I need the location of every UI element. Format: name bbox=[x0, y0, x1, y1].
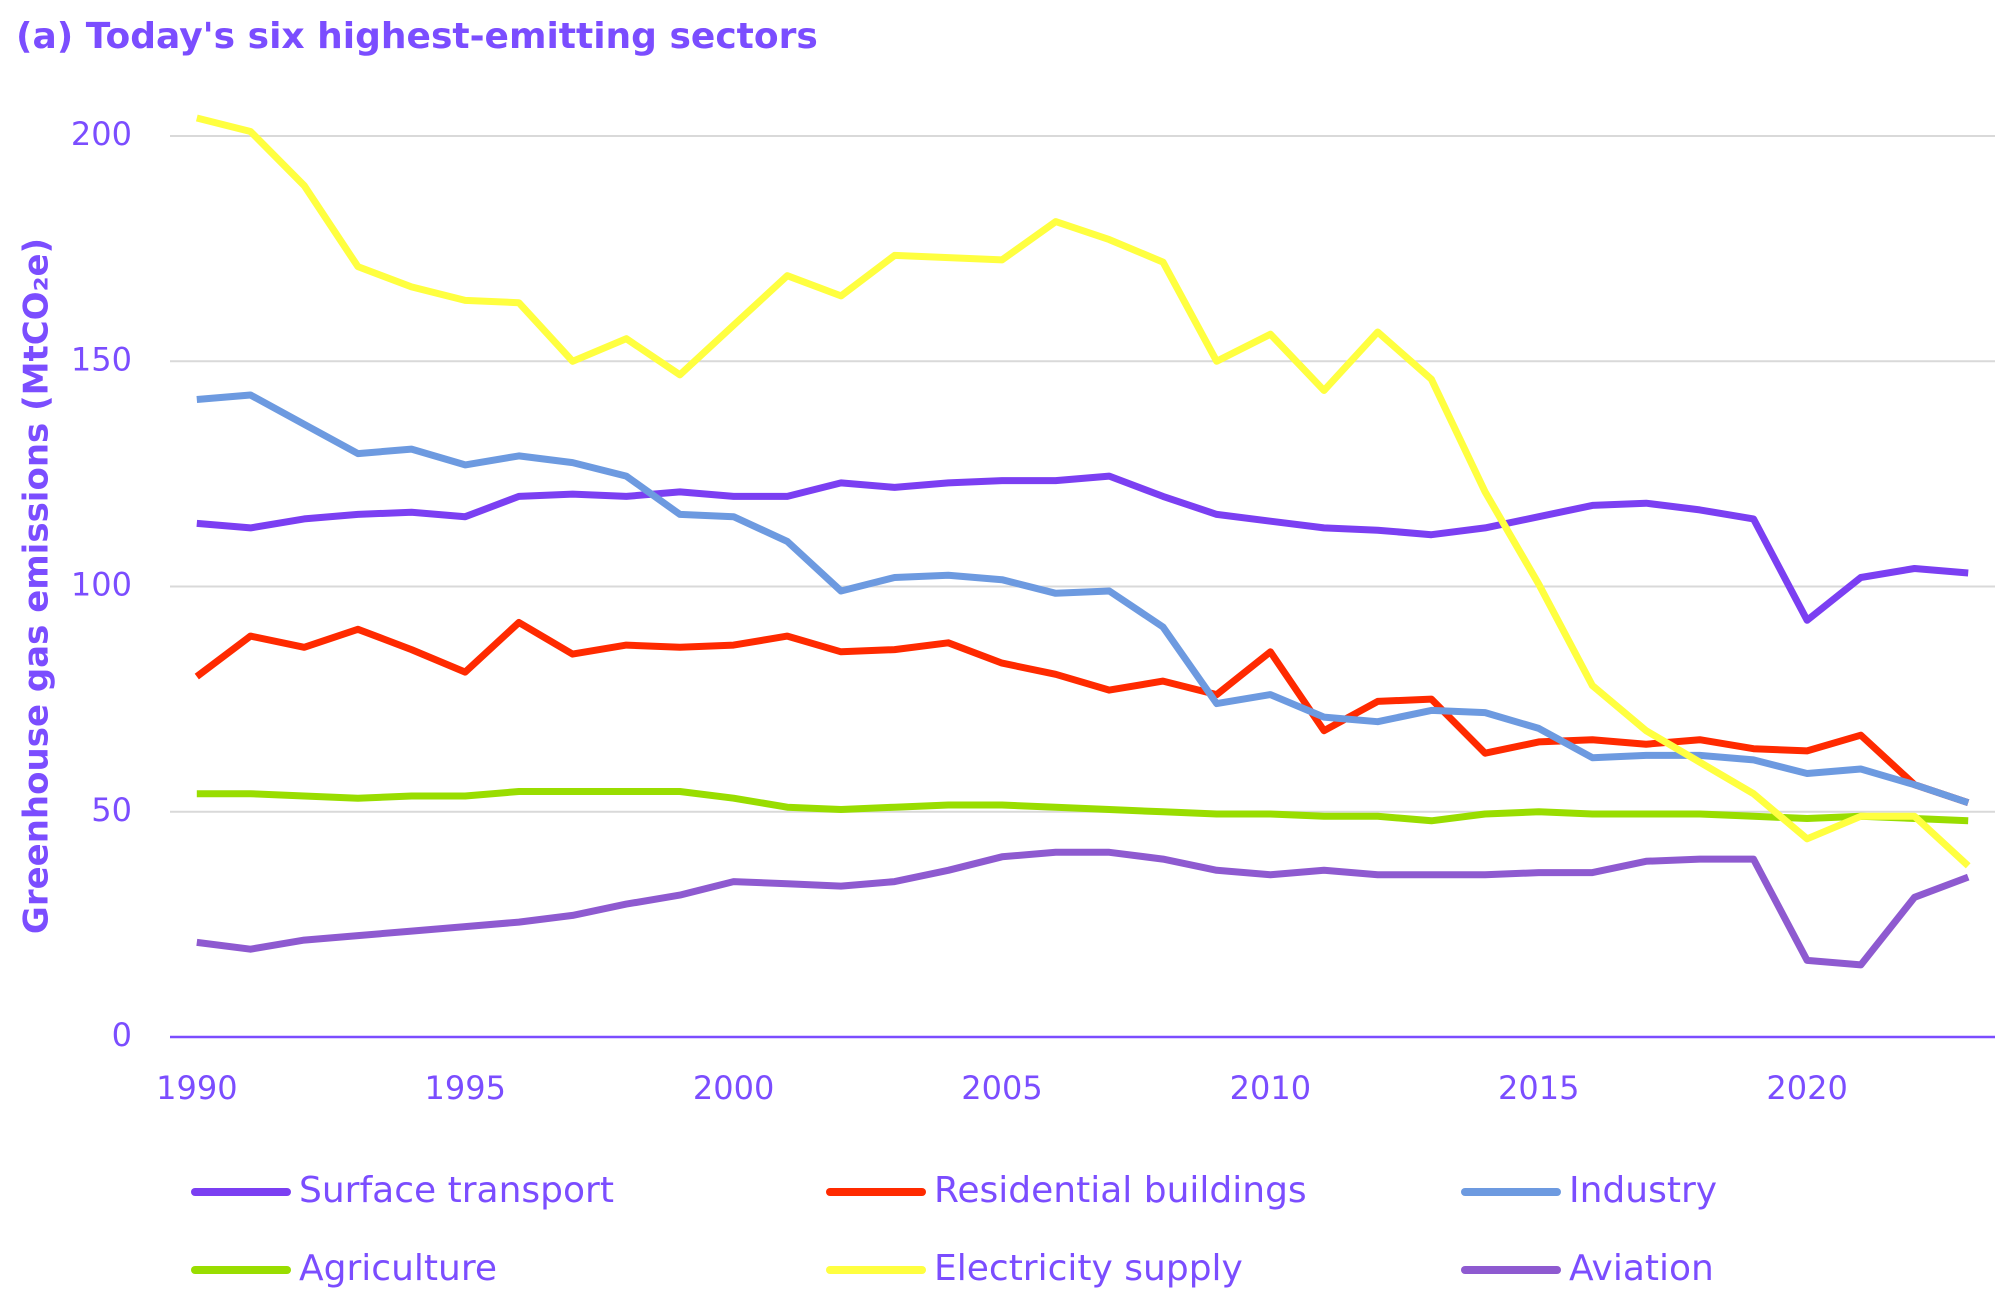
x-tick-label: 1995 bbox=[425, 1069, 506, 1107]
legend-label: Agriculture bbox=[299, 1248, 497, 1289]
x-tick-label: 2015 bbox=[1498, 1069, 1579, 1107]
series-line bbox=[196, 391, 1970, 807]
chart-title: (a) Today's six highest-emitting sectors bbox=[16, 16, 818, 57]
y-tick-label: 0 bbox=[112, 1016, 132, 1054]
x-tick-label: 1990 bbox=[156, 1069, 237, 1107]
series-line bbox=[194, 619, 1970, 807]
legend-label: Residential buildings bbox=[934, 1170, 1307, 1211]
x-tick-label: 2000 bbox=[693, 1069, 774, 1107]
legend-label: Aviation bbox=[1569, 1248, 1714, 1289]
series-line bbox=[196, 472, 1969, 624]
series-line bbox=[196, 848, 1970, 969]
x-tick-label: 2010 bbox=[1230, 1069, 1311, 1107]
x-tick-label: 2005 bbox=[961, 1069, 1042, 1107]
y-tick-label: 100 bbox=[71, 566, 132, 604]
legend-label: Surface transport bbox=[299, 1170, 614, 1211]
series-line bbox=[196, 788, 1969, 825]
series-line bbox=[195, 114, 1971, 869]
legend-label: Industry bbox=[1569, 1170, 1717, 1211]
legend-label: Electricity supply bbox=[934, 1248, 1243, 1289]
y-axis-label: Greenhouse gas emissions (MtCO₂e) bbox=[17, 238, 57, 934]
y-tick-label: 200 bbox=[71, 115, 132, 153]
x-tick-label: 2020 bbox=[1766, 1069, 1847, 1107]
y-tick-label: 150 bbox=[71, 340, 132, 378]
y-tick-label: 50 bbox=[91, 791, 132, 829]
